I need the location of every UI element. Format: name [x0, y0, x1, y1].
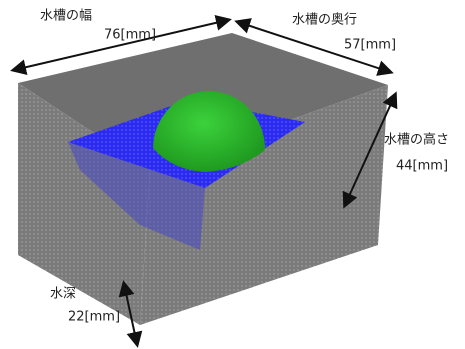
height-label: 水槽の高さ — [384, 132, 449, 148]
water-depth-value: 22[mm] — [68, 310, 120, 325]
height-value: 44[mm] — [396, 159, 448, 174]
diagram: 水槽の幅 76[mm] 水槽の奥行 57[mm] 水槽の高さ 44[mm] 水深… — [0, 0, 465, 349]
water-depth-label: 水深 — [50, 287, 76, 302]
tank-drawing: 水槽の幅 76[mm] 水槽の奥行 57[mm] 水槽の高さ 44[mm] 水深… — [0, 0, 465, 349]
width-label: 水槽の幅 — [40, 9, 92, 24]
tank — [18, 33, 388, 325]
width-value: 76[mm] — [104, 28, 156, 43]
depth-label: 水槽の奥行 — [292, 13, 357, 28]
depth-value: 57[mm] — [344, 38, 396, 53]
